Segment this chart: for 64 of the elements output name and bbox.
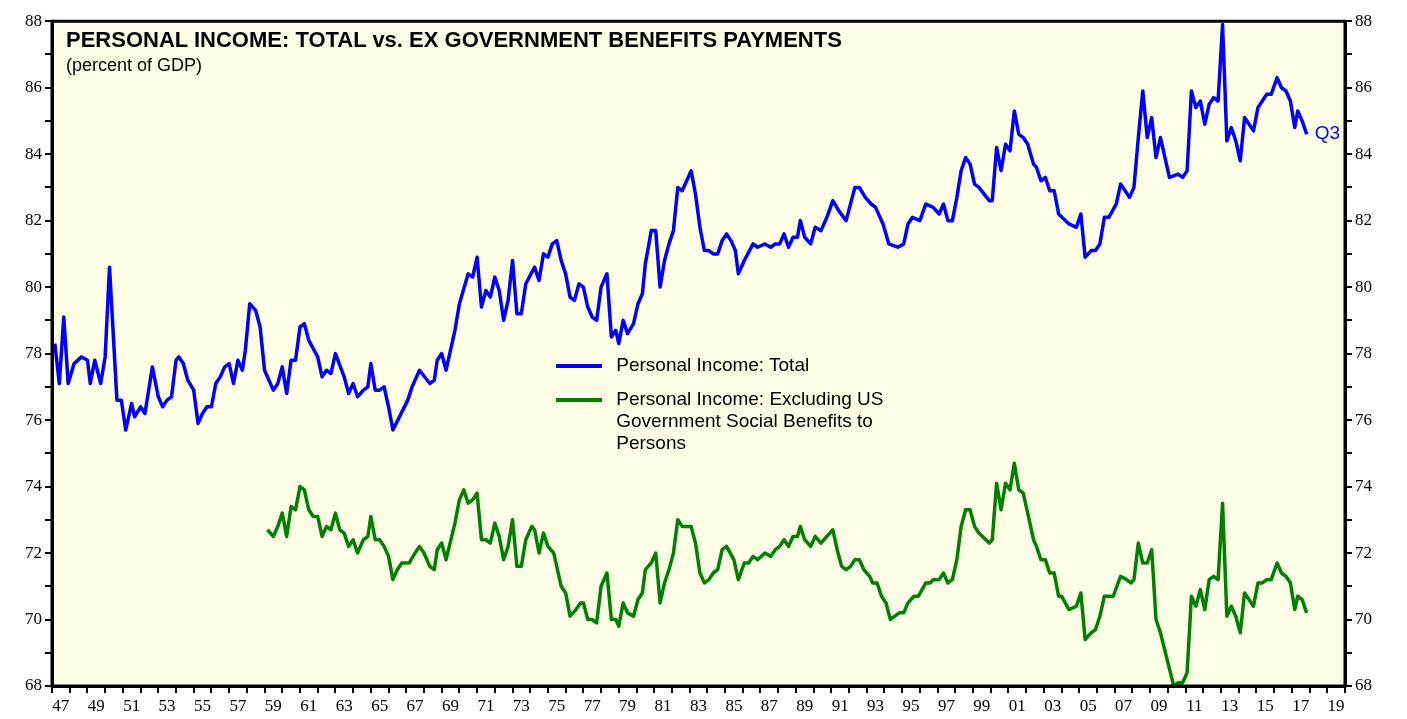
x-tick-label: 61 [300,695,318,715]
y2-tick-label: 86 [1355,77,1372,97]
x-tick-label: 83 [689,695,707,715]
x-tick-label: 93 [867,695,885,715]
x-tick-label: 87 [760,695,779,715]
y-tick-label: 78 [25,343,42,363]
chart-title: PERSONAL INCOME: TOTAL vs. EX GOVERNMENT BENEFITS PAYMENTS [66,27,842,54]
legend-label: Personal Income: Excluding US Government Social Benefits to Persons [616,387,885,454]
x-tick-label: 65 [371,695,389,715]
y2-tick-label: 82 [1355,210,1372,230]
x-tick-label: 77 [583,695,602,715]
y2-tick-label: 80 [1355,276,1372,296]
x-tick-label: 05 [1079,695,1097,715]
y2-tick-label: 72 [1355,542,1372,562]
x-tick-label: 85 [725,695,743,715]
y-tick-label: 88 [25,10,42,30]
y-tick-label: 70 [25,608,42,628]
x-tick-label: 49 [87,695,105,715]
y2-tick-label: 74 [1355,476,1373,496]
y2-tick-label: 76 [1355,409,1372,429]
legend-label: Personal Income: Total [616,353,810,376]
x-tick-label: 79 [619,695,637,715]
x-tick-label: 07 [1115,695,1133,715]
annotation: Q3 [1314,122,1340,144]
x-tick-label: 55 [193,695,211,715]
x-tick-label: 67 [406,695,425,715]
y-tick-label: 76 [25,409,42,429]
y-tick-label: 74 [25,476,43,496]
x-tick-label: 51 [123,695,141,715]
x-tick-label: 63 [335,695,353,715]
y-tick-label: 82 [25,210,42,230]
x-tick-label: 69 [441,695,459,715]
x-tick-label: 71 [477,695,495,715]
x-tick-label: 03 [1044,695,1062,715]
y-tick-label: 72 [25,542,42,562]
x-tick-label: 09 [1150,695,1168,715]
x-tick-label: 97 [937,695,956,715]
y2-tick-label: 84 [1355,143,1373,163]
x-tick-label: 59 [264,695,282,715]
x-tick-label: 47 [52,695,70,715]
y2-tick-label: 68 [1355,675,1372,695]
x-tick-label: 99 [973,695,991,715]
y2-tick-label: 78 [1355,343,1372,363]
x-tick-label: 13 [1221,695,1239,715]
x-tick-label: 15 [1256,695,1274,715]
x-tick-label: 11 [1186,695,1203,715]
x-tick-label: 01 [1008,695,1026,715]
x-tick-label: 91 [831,695,849,715]
y2-tick-label: 88 [1355,10,1372,30]
x-tick-label: 53 [158,695,176,715]
y-tick-label: 68 [25,675,42,695]
y-tick-label: 84 [25,143,43,163]
y-tick-label: 80 [25,276,42,296]
x-tick-label: 95 [902,695,920,715]
x-tick-label: 81 [654,695,672,715]
y-tick-label: 86 [25,77,42,97]
text: (percent of GDP) [66,55,204,77]
x-tick-label: 89 [796,695,814,715]
y2-tick-label: 70 [1355,608,1372,628]
x-tick-label: 57 [229,695,247,715]
x-tick-label: 19 [1327,695,1345,715]
x-tick-label: 73 [512,695,530,715]
x-tick-label: 17 [1292,695,1310,715]
x-tick-label: 75 [548,695,566,715]
